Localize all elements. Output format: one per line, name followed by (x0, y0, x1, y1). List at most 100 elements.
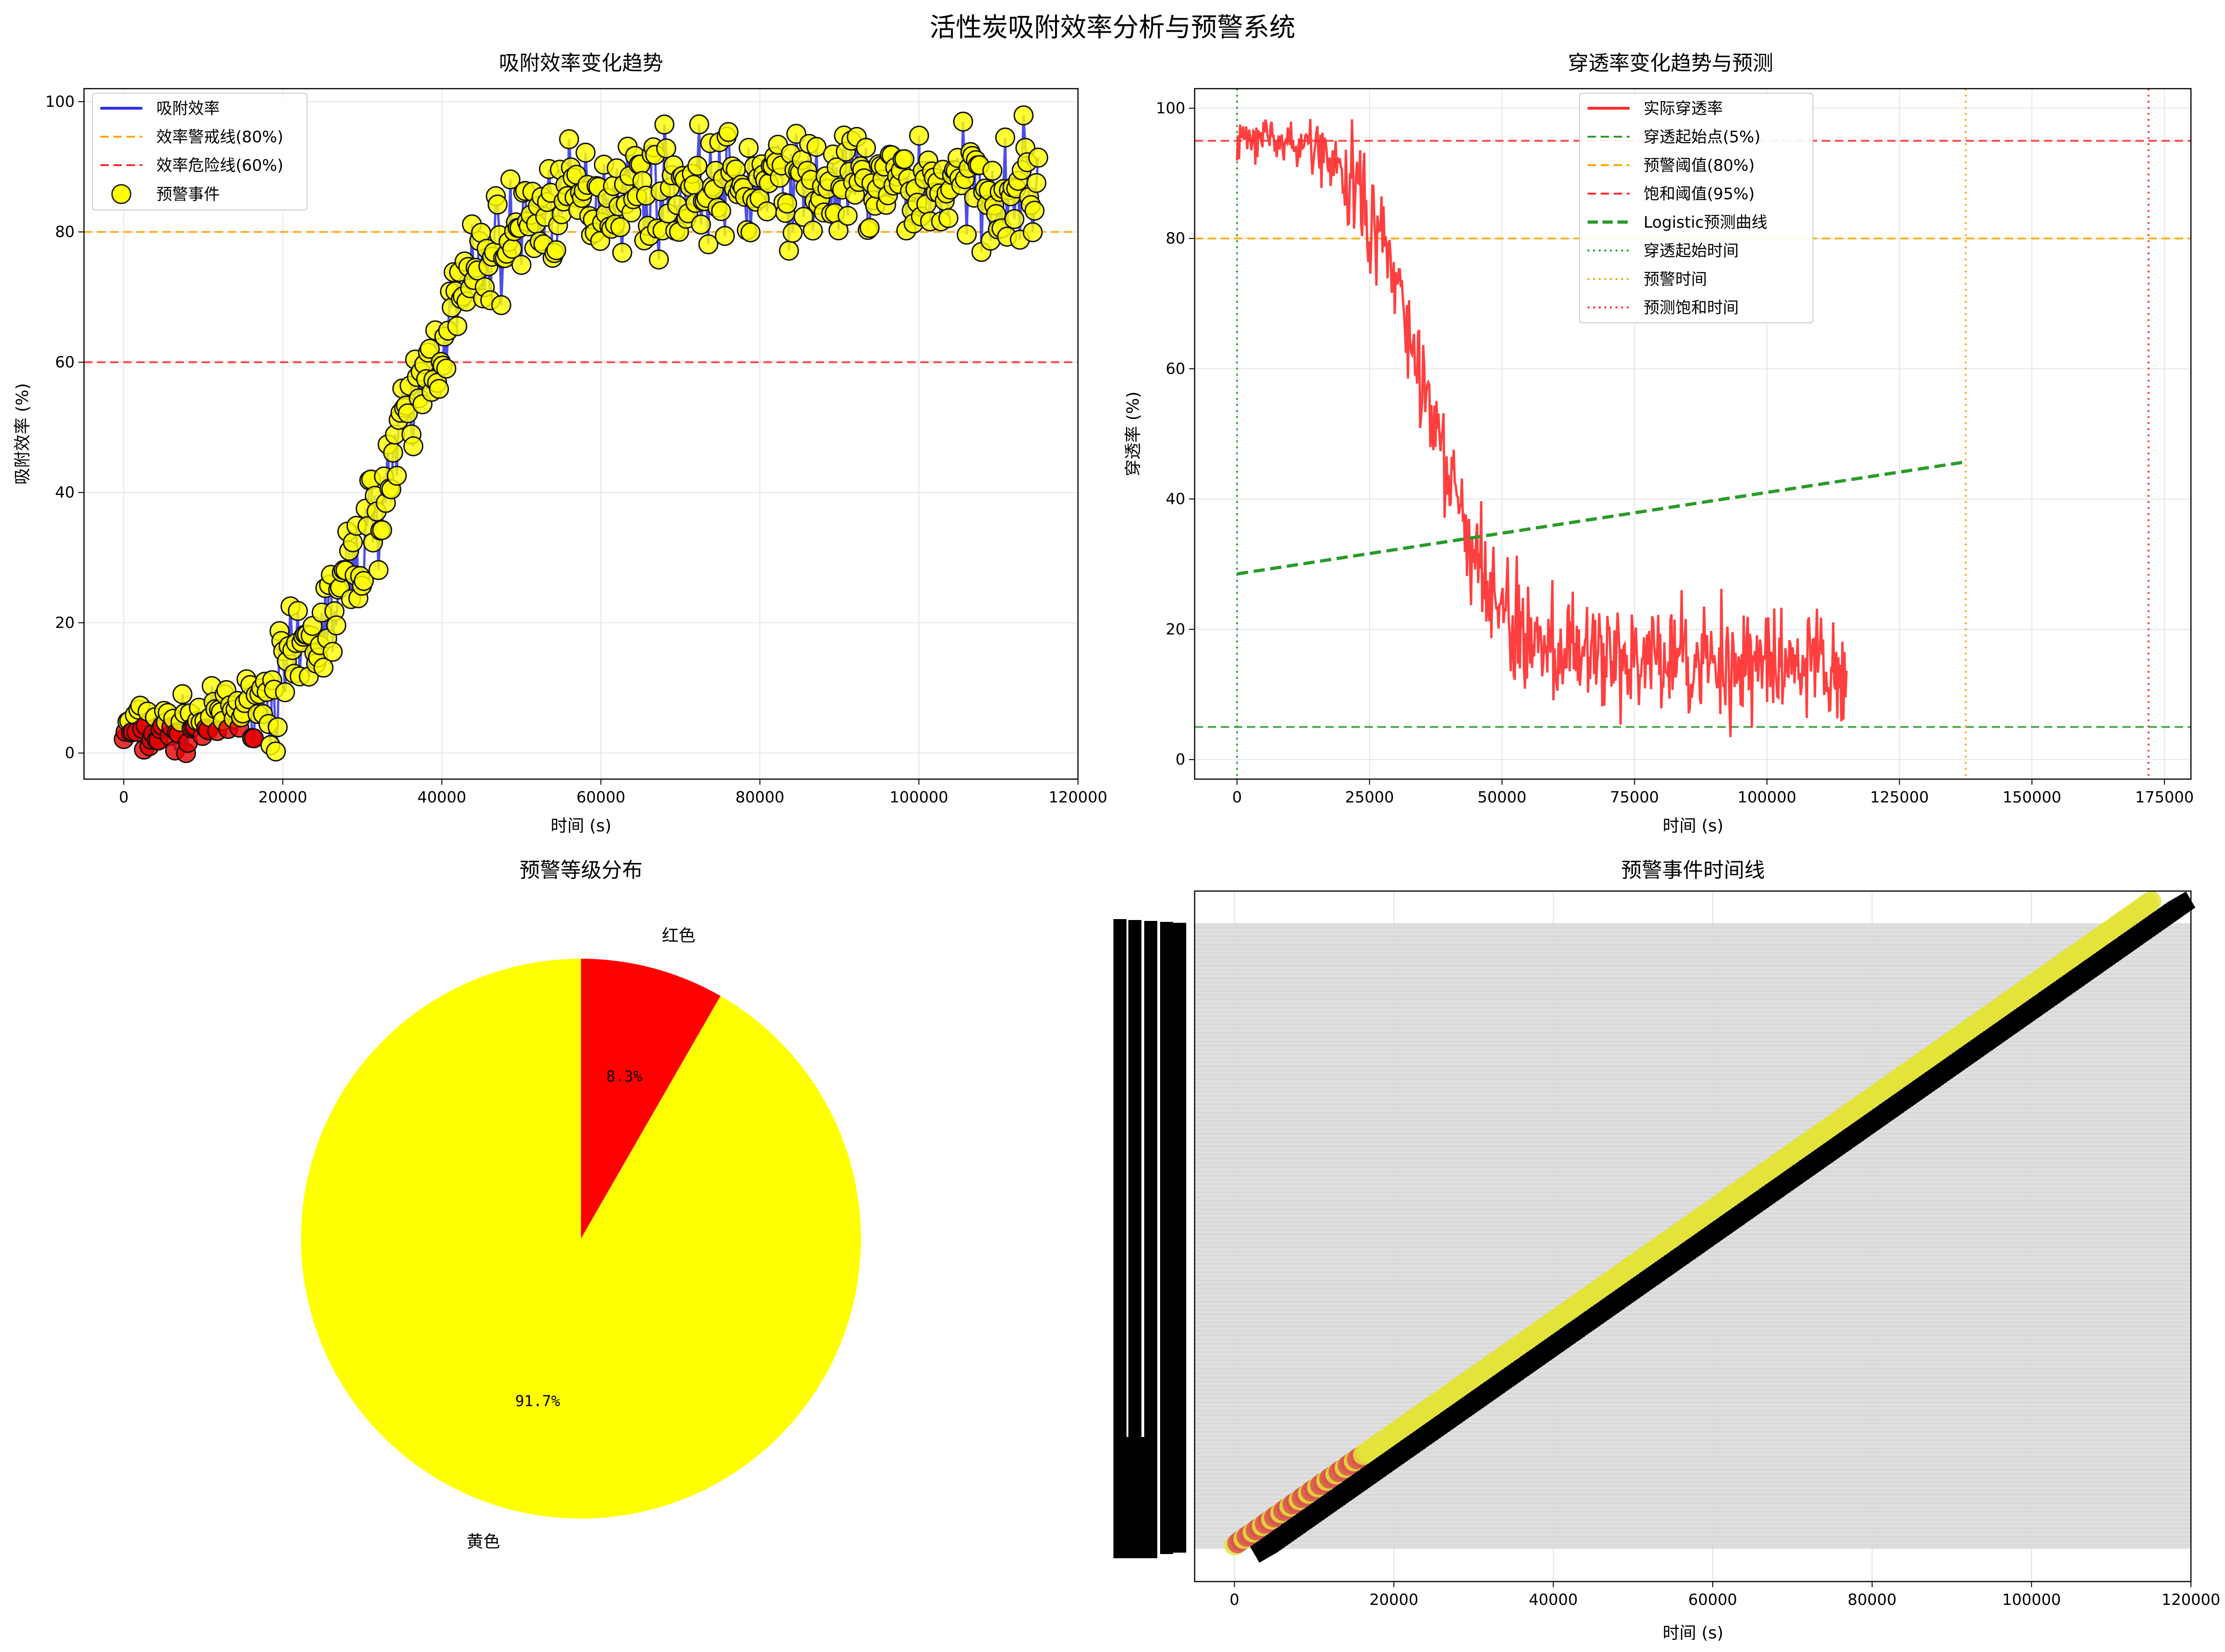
x-tick-label: 0 (1230, 1590, 1239, 1609)
yellow-warning-marker (995, 127, 1015, 148)
y-tick-label: 40 (55, 483, 75, 502)
x-tick-label: 80000 (1847, 1590, 1896, 1609)
breakthrough-line (1236, 118, 1848, 737)
x-tick-label: 75000 (1610, 788, 1659, 806)
legend-danger-line: 效率危险线(60%) (156, 156, 283, 175)
warning-level-pie: 预警等级分布 红色 8.3% 黄色 91.7% (301, 858, 861, 1551)
yellow-warning-marker (856, 138, 876, 158)
yellow-warning-marker (1022, 222, 1043, 243)
pie-slice-percent: 91.7% (515, 1392, 560, 1410)
y-tick-label: 80 (1166, 229, 1185, 247)
legend-actual: 实际穿透率 (1644, 99, 1723, 118)
yellow-warning-marker (689, 114, 709, 134)
legend-saturation-time: 预测饱和时间 (1644, 299, 1739, 317)
x-tick-label: 100000 (2002, 1590, 2061, 1609)
yellow-warning-marker (398, 403, 418, 424)
yellow-warning-marker (172, 684, 193, 704)
x-tick-label: 60000 (1688, 1590, 1737, 1609)
yellow-warning-marker (322, 641, 343, 662)
event-tick-label-stack (1120, 1437, 1157, 1558)
yellow-warning-marker (386, 466, 407, 486)
efficiency-warning-markers (113, 105, 1049, 763)
y-tick-label: 0 (65, 744, 75, 762)
yellow-warning-marker (803, 220, 823, 241)
pie-title: 预警等级分布 (519, 858, 643, 882)
yellow-warning-marker (793, 207, 814, 227)
y-tick-label: 60 (1166, 359, 1185, 377)
legend-saturation-threshold: 饱和阈值(95%) (1644, 185, 1755, 203)
event-annotation-ink (2166, 891, 2196, 919)
x-tick-label: 120000 (1049, 788, 1107, 806)
yellow-warning-marker (429, 379, 449, 399)
warning-timeline-chart: 预警事件时间线 0 20000 40000 60000 80000 100000 12000… (1113, 858, 2220, 1643)
timeline-ticks: 0 20000 40000 60000 80000 100000 120000 (1230, 1582, 2220, 1609)
yellow-warning-marker (691, 214, 711, 235)
yellow-warning-marker (1013, 105, 1034, 125)
x-tick-label: 175000 (2135, 788, 2194, 806)
yellow-warning-marker (779, 240, 799, 261)
timeline-title: 预警事件时间线 (1621, 858, 1765, 882)
x-tick-label: 0 (1232, 788, 1242, 806)
yellow-warning-marker (757, 201, 777, 222)
yellow-warning-marker (1024, 201, 1045, 221)
logistic-prediction (1237, 460, 1966, 576)
legend-start-point: 穿透起始点(5%) (1644, 128, 1760, 146)
x-tick-label: 20000 (1370, 1590, 1419, 1609)
x-tick-label: 150000 (2002, 788, 2061, 806)
yellow-warning-marker (610, 217, 630, 237)
efficiency-chart: 吸附效率变化趋势 0 20000 40000 60000 80000 100000 1200… (13, 51, 1107, 836)
pie-slices: 红色 8.3% 黄色 91.7% (301, 927, 861, 1551)
pie-slice-label: 黄色 (467, 1532, 500, 1551)
yellow-warning-marker (326, 615, 347, 635)
x-tick-label: 50000 (1477, 788, 1526, 806)
timeline-plot-frame (1194, 890, 2192, 1582)
yellow-warning-marker (783, 223, 803, 243)
legend-efficiency-series: 吸附效率 (156, 99, 220, 118)
timeline-x-label: 时间 (s) (1663, 1624, 1723, 1643)
y-tick-label: 80 (55, 223, 75, 241)
yellow-warning-marker (656, 138, 677, 159)
legend-warning-events: 预警事件 (156, 185, 220, 204)
yellow-warning-marker (343, 532, 363, 552)
yellow-warning-marker (837, 206, 858, 226)
pie-slice-label: 红色 (662, 927, 695, 946)
legend-warning-line: 效率警戒线(80%) (156, 128, 283, 146)
y-tick-label: 20 (1166, 620, 1185, 638)
yellow-warning-marker (447, 316, 468, 336)
legend-warning-time: 预警时间 (1644, 270, 1707, 289)
breakthrough-ticks: 0 25000 50000 75000 100000 125000 150000 175000… (1156, 99, 2194, 806)
event-tick-label-stack (1173, 923, 1186, 1553)
yellow-warning-marker (500, 169, 521, 190)
breakthrough-series (1236, 118, 1848, 737)
yellow-warning-marker (714, 226, 735, 246)
yellow-warning-marker (654, 114, 675, 135)
x-tick-label: 125000 (1870, 788, 1929, 806)
y-tick-label: 0 (1175, 750, 1185, 768)
timeline-event-marker (2141, 891, 2162, 912)
x-tick-label: 0 (119, 788, 129, 806)
x-tick-label: 60000 (576, 788, 625, 806)
breakthrough-y-label: 穿透率 (%) (1124, 391, 1143, 476)
y-tick-label: 40 (1166, 490, 1185, 508)
x-tick-label: 40000 (1529, 1590, 1578, 1609)
breakthrough-legend: 实际穿透率 穿透起始点(5%) 预警阈值(80%) 饱和阈值(95%) Logi… (1579, 93, 1813, 323)
yellow-warning-marker (487, 194, 508, 215)
yellow-warning-marker (275, 682, 295, 703)
legend-start-time: 穿透起始时间 (1644, 242, 1739, 260)
yellow-warning-marker (711, 201, 731, 221)
x-tick-label: 100000 (1737, 788, 1796, 806)
pie-slice (581, 959, 721, 1239)
y-tick-label: 60 (55, 353, 75, 371)
yellow-warning-marker (938, 208, 959, 229)
yellow-warning-marker (718, 122, 739, 142)
yellow-warning-marker (957, 224, 977, 245)
yellow-warning-marker (266, 741, 286, 762)
breakthrough-x-label: 时间 (s) (1663, 816, 1723, 836)
yellow-warning-marker (1028, 147, 1049, 168)
pie-slice-percent: 8.3% (606, 1067, 642, 1085)
x-tick-label: 20000 (259, 788, 308, 806)
efficiency-chart-title: 吸附效率变化趋势 (499, 51, 663, 75)
yellow-warning-marker (383, 442, 403, 463)
yellow-warning-marker (559, 129, 579, 149)
